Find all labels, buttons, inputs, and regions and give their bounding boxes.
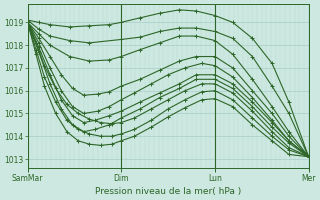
X-axis label: Pression niveau de la mer( hPa ): Pression niveau de la mer( hPa ) xyxy=(95,187,241,196)
